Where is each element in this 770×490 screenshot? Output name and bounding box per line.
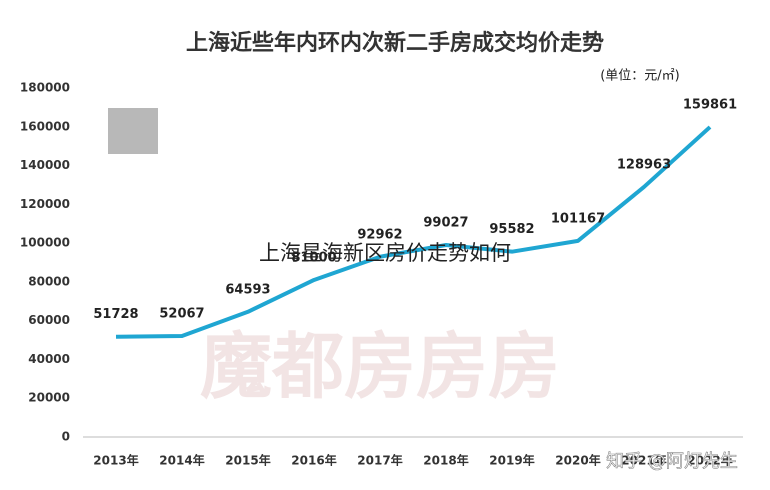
y-tick-label: 100000 (20, 236, 70, 250)
y-tick-label: 180000 (20, 81, 70, 95)
y-tick-label: 120000 (20, 197, 70, 211)
x-tick-label: 2022年 (687, 453, 732, 468)
chart-subtitle: (单位：元/㎡) (600, 69, 680, 84)
value-label: 52067 (159, 307, 204, 322)
y-tick-label: 20000 (28, 391, 70, 405)
value-label: 128963 (617, 157, 671, 172)
x-tick-label: 2013年 (93, 453, 138, 468)
y-tick-label: 40000 (28, 352, 70, 366)
x-tick-label: 2017年 (357, 453, 402, 468)
y-tick-label: 80000 (28, 274, 70, 288)
watermark: 魔都房房房 (200, 325, 560, 409)
y-tick-label: 60000 (28, 313, 70, 327)
line (115, 125, 712, 339)
value-label: 81000 (291, 250, 336, 265)
y-tick-label: 0 (62, 430, 70, 444)
x-tick-label: 2015年 (225, 453, 270, 468)
x-tick-label: 2018年 (423, 453, 468, 468)
x-tick-label: 2016年 (291, 453, 336, 468)
value-label: 99027 (423, 215, 468, 230)
value-label: 92962 (357, 227, 402, 242)
x-tick-label: 2021年 (621, 453, 666, 468)
value-label: 101167 (551, 211, 605, 226)
y-tick-label: 160000 (20, 119, 70, 133)
x-tick-label: 2020年 (555, 453, 600, 468)
overlay-caption: 上海星海新区房价走势如何 (259, 241, 511, 265)
y-tick-label: 140000 (20, 158, 70, 172)
value-label: 51728 (93, 307, 138, 322)
value-label: 64593 (225, 282, 270, 297)
source-watermark: 知乎 @阿灯先生 (606, 451, 738, 472)
blurred-logo (108, 108, 158, 154)
chart-title: 上海近些年内环内次新二手房成交均价走势 (186, 30, 604, 56)
x-tick-label: 2014年 (159, 453, 204, 468)
x-tick-label: 2019年 (489, 453, 534, 468)
value-label: 95582 (489, 222, 534, 237)
value-label: 159861 (683, 98, 737, 113)
